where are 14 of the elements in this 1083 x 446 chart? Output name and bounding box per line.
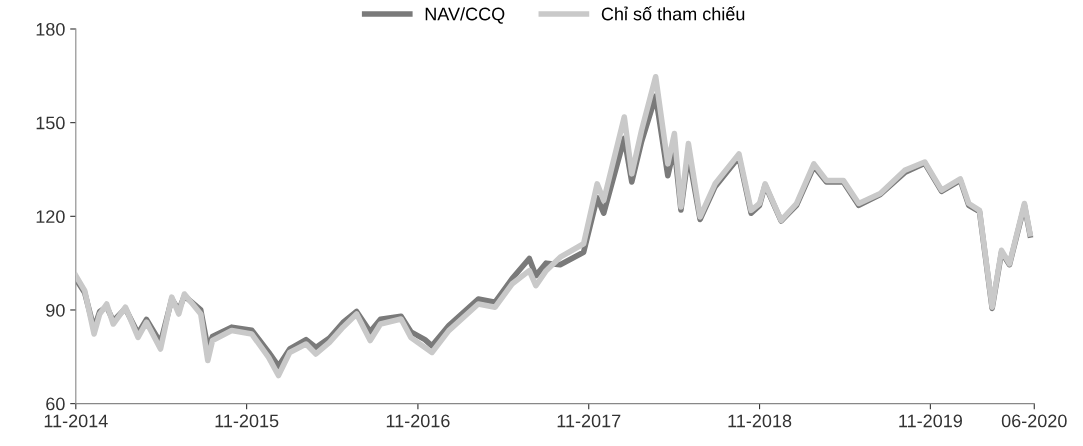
y-tick-label: 90 xyxy=(46,303,65,317)
y-tick-label: 120 xyxy=(36,210,65,224)
y-tick-label: 60 xyxy=(46,397,65,411)
y-tick-label: 150 xyxy=(36,116,65,130)
x-tick-label: 11-2017 xyxy=(557,414,621,428)
x-tick-label: 11-2016 xyxy=(386,414,450,428)
legend-label: NAV/CCQ xyxy=(425,7,505,24)
x-tick-label: 11-2015 xyxy=(215,414,279,428)
x-tick-label: 11-2019 xyxy=(899,414,962,428)
legend-label: Chỉ số tham chiếu xyxy=(601,6,745,21)
x-tick-label: 11-2014 xyxy=(44,414,108,428)
x-tick-label: 06-2020 xyxy=(1001,414,1067,428)
x-tick-label: 11-2018 xyxy=(728,414,792,428)
y-tick-label: 180 xyxy=(36,22,65,36)
